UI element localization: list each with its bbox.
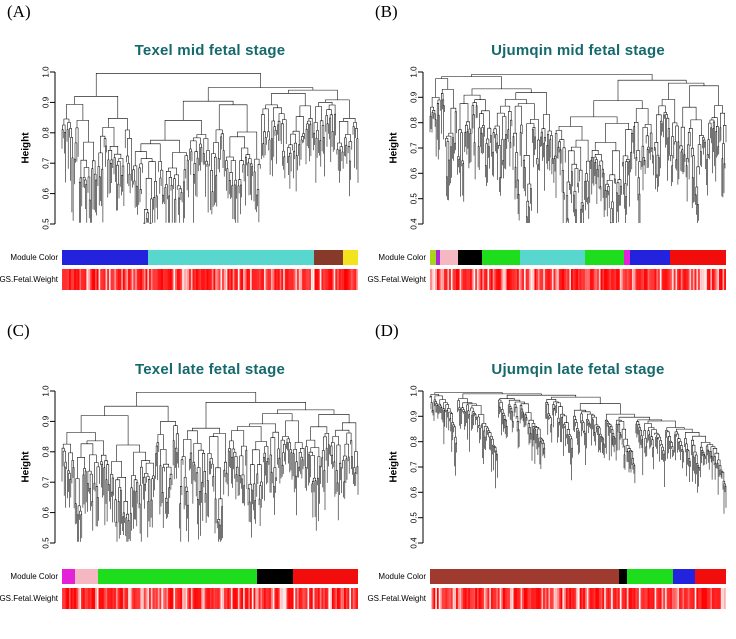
module-segment-yellow — [343, 250, 358, 265]
gs-weight-label: GS.Fetal.Weight — [0, 593, 58, 603]
svg-text:0.6: 0.6 — [410, 486, 419, 498]
gs-fetal-weight-bar — [430, 588, 726, 609]
module-segment-blue — [672, 569, 695, 584]
dendrogram-plot-c: 0.5 0.6 0.7 0.8 0.9 1.0 Height — [21, 385, 359, 549]
module-color-label: Module Color — [10, 571, 58, 581]
panel-D: (D) Ujumqin late fetal stage 0.4 0.5 0.6 0.… — [367, 319, 736, 639]
svg-text:0.7: 0.7 — [42, 476, 51, 488]
panel-label-a: (A) — [7, 2, 31, 21]
gs-weight-label: GS.Fetal.Weight — [0, 274, 58, 284]
module-segment-magenta — [623, 250, 630, 265]
gs-fetal-weight-bar — [62, 588, 358, 609]
gs-weight-row: GS.Fetal.Weight — [367, 269, 736, 290]
module-color-label: Module Color — [10, 252, 58, 262]
panel-label-c: (C) — [7, 321, 30, 340]
gs-weight-label: GS.Fetal.Weight — [367, 274, 426, 284]
svg-text:0.5: 0.5 — [410, 193, 419, 205]
gs-fetal-weight-bar — [430, 269, 726, 290]
dendrogram-plot-b: 0.4 0.5 0.6 0.7 0.8 0.9 1.0 Height — [389, 66, 727, 230]
svg-text:0.4: 0.4 — [410, 537, 419, 549]
module-segment-green — [626, 569, 673, 584]
panel-label-d: (D) — [375, 321, 399, 340]
module-color-bar — [62, 250, 358, 265]
module-segment-magenta — [62, 569, 76, 584]
gs-weight-row: GS.Fetal.Weight — [367, 588, 736, 609]
module-segment-red — [292, 569, 358, 584]
svg-text:0.6: 0.6 — [42, 187, 51, 199]
svg-text:0.8: 0.8 — [410, 117, 419, 129]
panel-title-a: Texel mid fetal stage — [134, 42, 286, 59]
svg-text:1.0: 1.0 — [410, 385, 419, 397]
module-segment-red — [694, 569, 726, 584]
module-color-bar — [430, 569, 726, 584]
module-segment-red — [669, 250, 726, 265]
svg-text:0.9: 0.9 — [410, 91, 419, 103]
module-segment-black — [458, 250, 482, 265]
svg-text:0.9: 0.9 — [42, 415, 51, 427]
module-segment-green — [481, 250, 521, 265]
module-segment-black — [257, 569, 293, 584]
module-segment-turquoise — [520, 250, 586, 265]
module-color-row: Module Color — [0, 569, 368, 584]
svg-text:0.5: 0.5 — [42, 537, 51, 549]
module-segment-pink — [440, 250, 459, 265]
dendrogram-plot-d: 0.4 0.5 0.6 0.7 0.8 0.9 1.0 Height — [389, 385, 727, 549]
module-color-bar — [430, 250, 726, 265]
svg-text:0.5: 0.5 — [42, 218, 51, 230]
module-segment-blue — [629, 250, 670, 265]
module-segment-brown — [313, 250, 344, 265]
svg-text:0.5: 0.5 — [410, 512, 419, 524]
svg-text:0.8: 0.8 — [410, 436, 419, 448]
module-segment-turquoise — [147, 250, 314, 265]
svg-text:1.0: 1.0 — [410, 66, 419, 78]
panel-C: (C) Texel late fetal stage 0.5 0.6 0.7 0.8 0… — [0, 319, 368, 639]
svg-text:Height: Height — [21, 451, 32, 483]
module-segment-brown — [430, 569, 620, 584]
svg-text:0.6: 0.6 — [410, 167, 419, 179]
module-color-bar — [62, 569, 358, 584]
gs-weight-row: GS.Fetal.Weight — [0, 269, 368, 290]
gs-weight-row: GS.Fetal.Weight — [0, 588, 368, 609]
panel-label-b: (B) — [375, 2, 398, 21]
module-segment-green2 — [585, 250, 624, 265]
svg-text:1.0: 1.0 — [42, 385, 51, 397]
svg-text:1.0: 1.0 — [42, 66, 51, 78]
svg-text:0.9: 0.9 — [42, 96, 51, 108]
panel-title-c: Texel late fetal stage — [134, 361, 286, 378]
svg-text:0.6: 0.6 — [42, 506, 51, 518]
svg-text:0.7: 0.7 — [42, 157, 51, 169]
svg-text:Height: Height — [389, 132, 400, 164]
module-color-row: Module Color — [0, 250, 368, 265]
module-color-label: Module Color — [378, 571, 426, 581]
module-segment-blue — [62, 250, 148, 265]
svg-text:0.8: 0.8 — [42, 446, 51, 458]
module-color-row: Module Color — [368, 250, 736, 265]
dendrogram-plot-a: 0.5 0.6 0.7 0.8 0.9 1.0 Height — [21, 66, 359, 230]
svg-text:Height: Height — [389, 451, 400, 483]
gs-fetal-weight-bar — [62, 269, 358, 290]
svg-text:0.7: 0.7 — [410, 461, 419, 473]
panel-B: (B) Ujumqin mid fetal stage 0.4 0.5 0.6 0.7… — [367, 0, 736, 319]
svg-text:0.9: 0.9 — [410, 410, 419, 422]
module-segment-black — [619, 569, 627, 584]
gs-weight-label: GS.Fetal.Weight — [367, 593, 426, 603]
module-color-row: Module Color — [368, 569, 736, 584]
panel-title-b: Ujumqin mid fetal stage — [491, 42, 665, 59]
module-segment-green — [97, 569, 258, 584]
module-segment-greenyellow — [430, 250, 436, 265]
svg-text:0.8: 0.8 — [42, 127, 51, 139]
panel-A: (A) Texel mid fetal stage 0.5 0.6 0.7 0.8 0.… — [0, 0, 368, 319]
panel-title-d: Ujumqin late fetal stage — [491, 361, 665, 378]
module-segment-purple — [435, 250, 441, 265]
svg-text:0.4: 0.4 — [410, 218, 419, 230]
svg-text:Height: Height — [21, 132, 32, 164]
svg-text:0.7: 0.7 — [410, 142, 419, 154]
module-segment-pink — [75, 569, 98, 584]
module-color-label: Module Color — [378, 252, 426, 262]
